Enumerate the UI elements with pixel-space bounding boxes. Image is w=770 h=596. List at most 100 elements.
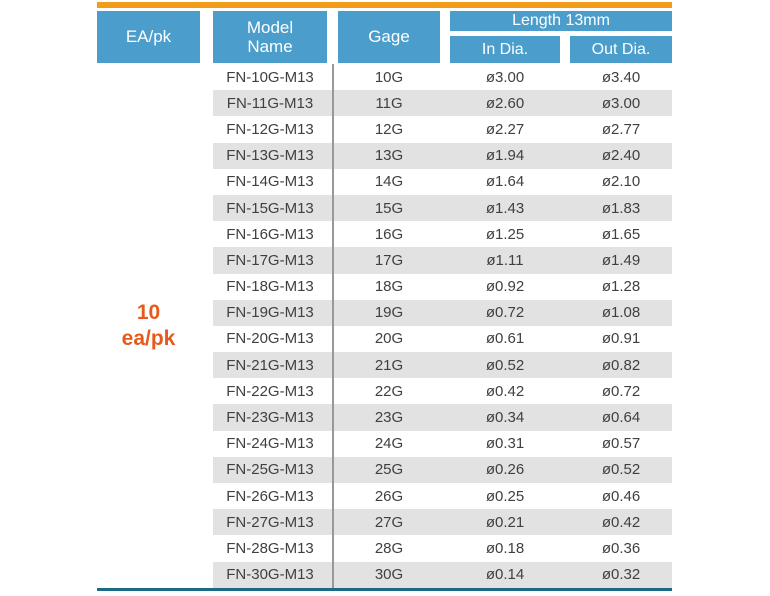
cell-gage: 19G — [374, 304, 404, 322]
header-gage: Gage — [338, 11, 440, 63]
table-header: EA/pk Model Name Gage Length 13mm In Dia… — [97, 11, 672, 63]
table-row: FN-20G-M13 20G ø0.61 ø0.91 — [213, 325, 672, 353]
cell-gage: 22G — [374, 382, 404, 400]
cell-gage: 21G — [374, 356, 404, 374]
table-rows: FN-10G-M13 10G ø3.00 ø3.40 FN-11G-M13 11G ø2.6… — [213, 64, 672, 588]
cell-out-dia: ø0.57 — [601, 435, 641, 453]
header-model-name: Model Name — [213, 11, 327, 63]
cell-gage: 28G — [374, 539, 404, 557]
cell-model: FN-17G-M13 — [226, 251, 314, 269]
cell-in-dia: ø0.61 — [485, 330, 525, 348]
cell-model: FN-27G-M13 — [226, 513, 314, 531]
spec-table: EA/pk Model Name Gage Length 13mm In Dia… — [97, 2, 672, 591]
cell-model: FN-23G-M13 — [226, 409, 314, 427]
cell-out-dia: ø0.36 — [601, 539, 641, 557]
cell-model: FN-24G-M13 — [226, 435, 314, 453]
ea-per-pack-value: 10 ea/pk — [97, 64, 200, 588]
cell-out-dia: ø0.42 — [601, 513, 641, 531]
cell-model: FN-12G-M13 — [226, 120, 314, 138]
cell-in-dia: ø1.11 — [486, 251, 524, 269]
cell-in-dia: ø0.26 — [485, 461, 525, 479]
cell-out-dia: ø0.32 — [601, 566, 641, 584]
cell-model: FN-25G-M13 — [226, 461, 314, 479]
cell-model: FN-14G-M13 — [226, 173, 314, 191]
cell-model: FN-26G-M13 — [226, 487, 314, 505]
table-row: FN-27G-M13 27G ø0.21 ø0.42 — [213, 509, 672, 536]
table-row: FN-12G-M13 12G ø2.27 ø2.77 — [213, 116, 672, 143]
table-row: FN-15G-M13 15G ø1.43 ø1.83 — [213, 194, 672, 222]
table-row: FN-11G-M13 11G ø2.60 ø3.00 — [213, 90, 672, 117]
cell-in-dia: ø0.18 — [485, 539, 525, 557]
cell-model: FN-18G-M13 — [226, 278, 314, 296]
cell-in-dia: ø1.43 — [485, 199, 525, 217]
cell-out-dia: ø1.28 — [601, 278, 641, 296]
header-length-13mm: Length 13mm — [450, 11, 672, 31]
ea-per-pack-count: 10 — [136, 300, 161, 324]
header-length-group: Length 13mm In Dia. Out Dia. — [450, 11, 672, 63]
table-row: FN-10G-M13 10G ø3.00 ø3.40 — [213, 64, 672, 91]
table-row: FN-30G-M13 30G ø0.14 ø0.32 — [213, 561, 672, 588]
cell-gage: 18G — [374, 278, 404, 296]
cell-out-dia: ø2.40 — [601, 147, 641, 165]
table-row: FN-25G-M13 25G ø0.26 ø0.52 — [213, 456, 672, 483]
cell-out-dia: ø0.52 — [601, 461, 641, 479]
cell-in-dia: ø1.94 — [485, 147, 525, 165]
cell-in-dia: ø2.27 — [485, 120, 525, 138]
table-row: FN-23G-M13 23G ø0.34 ø0.64 — [213, 404, 672, 431]
cell-in-dia: ø0.72 — [485, 304, 525, 322]
cell-out-dia: ø0.64 — [601, 409, 641, 427]
cell-out-dia: ø1.08 — [601, 304, 641, 322]
header-in-dia: In Dia. — [450, 36, 560, 63]
header-length-subrow: In Dia. Out Dia. — [450, 36, 672, 63]
cell-gage: 13G — [374, 147, 404, 165]
bottom-border-line — [97, 587, 672, 591]
cell-in-dia: ø0.21 — [485, 513, 525, 531]
table-row: FN-17G-M13 17G ø1.11 ø1.49 — [213, 247, 672, 274]
table-body: 10 ea/pk FN-10G-M13 10G ø3.00 ø3.40 FN-11G-M… — [97, 64, 672, 588]
cell-in-dia: ø0.14 — [485, 566, 525, 584]
cell-gage: 25G — [374, 461, 404, 479]
cell-model: FN-20G-M13 — [226, 330, 314, 348]
cell-model: FN-13G-M13 — [226, 147, 314, 165]
cell-gage: 30G — [374, 566, 404, 584]
cell-in-dia: ø0.42 — [485, 382, 525, 400]
cell-gage: 17G — [374, 251, 404, 269]
cell-gage: 12G — [374, 120, 404, 138]
cell-out-dia: ø1.83 — [601, 199, 641, 217]
cell-in-dia: ø0.92 — [485, 278, 525, 296]
table-row: FN-14G-M13 14G ø1.64 ø2.10 — [213, 168, 672, 195]
header-ea-pk: EA/pk — [97, 11, 200, 63]
cell-out-dia: ø0.82 — [601, 356, 641, 374]
cell-model: FN-21G-M13 — [226, 356, 314, 374]
cell-model: FN-15G-M13 — [226, 199, 314, 217]
table-row: FN-24G-M13 24G ø0.31 ø0.57 — [213, 430, 672, 457]
cell-model: FN-16G-M13 — [226, 225, 314, 243]
cell-model: FN-19G-M13 — [226, 304, 314, 322]
table-row: FN-13G-M13 13G ø1.94 ø2.40 — [213, 142, 672, 169]
table-row: FN-21G-M13 21G ø0.52 ø0.82 — [213, 352, 672, 379]
cell-in-dia: ø0.34 — [485, 409, 525, 427]
column-divider-line — [332, 64, 334, 588]
cell-out-dia: ø0.46 — [601, 487, 641, 505]
cell-gage: 24G — [374, 435, 404, 453]
cell-gage: 26G — [374, 487, 404, 505]
ea-per-pack-unit: ea/pk — [121, 326, 176, 350]
cell-out-dia: ø0.72 — [601, 382, 641, 400]
table-row: FN-18G-M13 18G ø0.92 ø1.28 — [213, 273, 672, 300]
cell-model: FN-28G-M13 — [226, 539, 314, 557]
header-out-dia: Out Dia. — [570, 36, 672, 63]
cell-in-dia: ø0.52 — [485, 356, 525, 374]
cell-in-dia: ø1.25 — [485, 225, 525, 243]
cell-out-dia: ø3.40 — [601, 68, 641, 86]
cell-model: FN-30G-M13 — [226, 566, 314, 584]
table-row: FN-19G-M13 19G ø0.72 ø1.08 — [213, 299, 672, 326]
cell-gage: 23G — [374, 409, 404, 427]
table-row: FN-26G-M13 26G ø0.25 ø0.46 — [213, 483, 672, 510]
cell-gage: 20G — [374, 330, 404, 348]
cell-in-dia: ø0.31 — [485, 435, 525, 453]
cell-in-dia: ø3.00 — [485, 68, 525, 86]
cell-gage: 27G — [374, 513, 404, 531]
top-accent-bar — [97, 2, 672, 8]
cell-in-dia: ø0.25 — [485, 487, 525, 505]
